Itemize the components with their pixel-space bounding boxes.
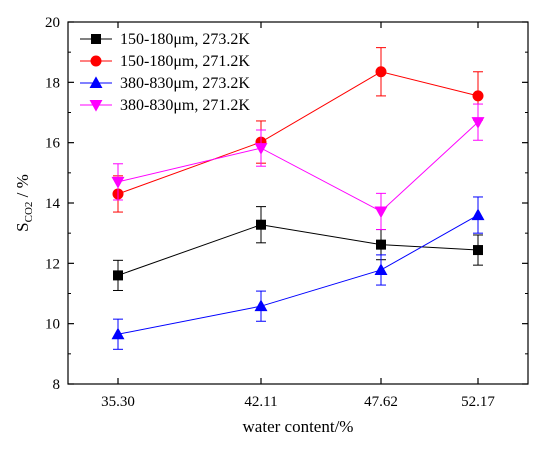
legend-label: 380-830μm, 271.2K [120, 97, 250, 114]
y-tick-label: 10 [45, 317, 60, 333]
series-layer [111, 47, 485, 350]
legend-label: 380-830μm, 273.2K [120, 75, 250, 92]
series [113, 206, 483, 291]
y-axis-title: SCO2 / % [13, 174, 35, 232]
data-point [375, 66, 387, 78]
legend-marker [91, 34, 101, 44]
series-line [117, 121, 479, 213]
data-point [471, 117, 485, 129]
series [112, 47, 484, 213]
x-tick-label: 52.17 [461, 394, 495, 410]
data-point [472, 90, 484, 102]
data-point [113, 270, 123, 281]
series-line [117, 71, 479, 195]
y-axis: 8 10 12 14 16 18 20 [45, 15, 528, 393]
legend-marker [89, 76, 103, 88]
series-line [117, 214, 479, 335]
data-point [374, 206, 388, 219]
data-point [256, 219, 266, 230]
legend: 150-180μm, 273.2K 150-180μm, 271.2K 380-83… [80, 31, 250, 114]
data-point [473, 245, 483, 256]
x-tick-label: 42.11 [244, 394, 277, 410]
data-point [254, 299, 268, 312]
data-point [471, 208, 485, 221]
series [111, 196, 485, 350]
x-axis: 35.30 42.11 47.62 52.17 [101, 22, 495, 410]
series-line [117, 224, 479, 276]
data-point [111, 327, 125, 340]
legend-marker [89, 100, 103, 112]
data-point [376, 239, 386, 250]
y-tick-label: 14 [45, 196, 61, 212]
data-point [111, 176, 125, 189]
y-axis-title-main: S [13, 222, 32, 231]
data-point [374, 263, 388, 275]
y-tick-label: 20 [45, 15, 60, 31]
legend-label: 150-180μm, 273.2K [120, 31, 250, 48]
legend-marker [90, 55, 102, 67]
data-point [254, 143, 268, 155]
y-axis-title-sub: CO2 [23, 202, 35, 223]
y-axis-title-suffix: / % [13, 174, 32, 201]
x-axis-title: water content/% [243, 417, 354, 436]
y-tick-label: 16 [45, 136, 61, 152]
legend-label: 150-180μm, 271.2K [120, 53, 250, 70]
x-tick-label: 47.62 [364, 394, 398, 410]
series [111, 103, 485, 231]
y-tick-label: 8 [53, 377, 61, 393]
x-tick-label: 35.30 [101, 394, 135, 410]
y-tick-label: 18 [45, 75, 60, 91]
y-tick-label: 12 [45, 256, 60, 272]
